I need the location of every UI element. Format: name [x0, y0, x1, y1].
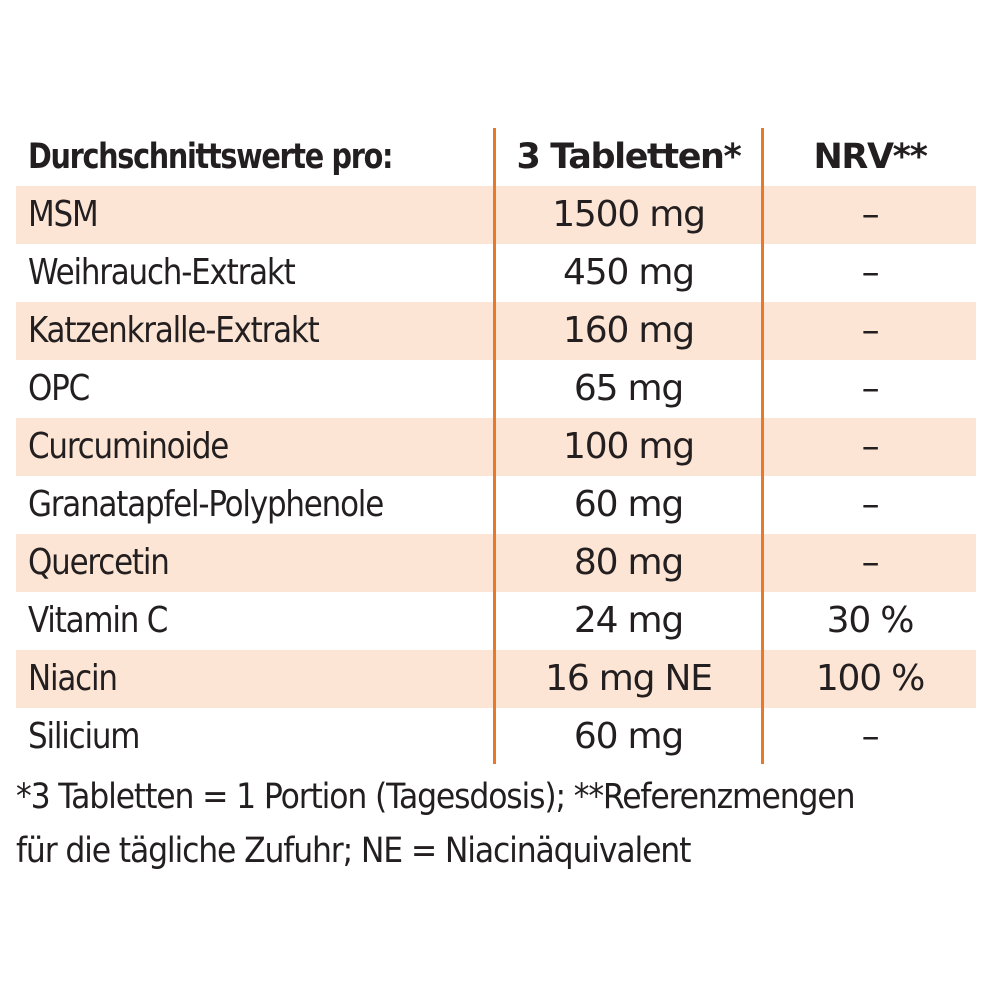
- table-row: Quercetin 80 mg –: [16, 534, 976, 592]
- row-nrv: –: [861, 310, 880, 351]
- footnote-line: *3 Tabletten = 1 Portion (Tagesdosis); *…: [16, 777, 856, 817]
- table-header-row: Durchschnittswerte pro: 3 Tabletten* NRV…: [16, 128, 976, 186]
- row-amount: 24 mg: [573, 600, 684, 641]
- row-nrv: 100 %: [815, 658, 926, 699]
- column-divider: [493, 128, 496, 764]
- row-nrv: –: [861, 194, 880, 235]
- row-nrv: –: [861, 716, 880, 757]
- row-name: Quercetin: [28, 542, 170, 583]
- header-amount: 3 Tabletten*: [516, 137, 742, 177]
- table-row: MSM 1500 mg –: [16, 186, 976, 244]
- header-name: Durchschnittswerte pro:: [28, 137, 394, 177]
- row-amount: 16 mg NE: [545, 658, 713, 699]
- row-nrv: –: [861, 368, 880, 409]
- table-row: Vitamin C 24 mg 30 %: [16, 592, 976, 650]
- row-amount: 80 mg: [573, 542, 684, 583]
- row-name: Vitamin C: [28, 600, 168, 641]
- row-nrv: 30 %: [826, 600, 915, 641]
- row-name: MSM: [28, 194, 99, 235]
- row-nrv: –: [861, 252, 880, 293]
- row-name: Niacin: [28, 658, 118, 699]
- nutrition-table: Durchschnittswerte pro: 3 Tabletten* NRV…: [16, 128, 976, 766]
- row-amount: 160 mg: [563, 310, 695, 351]
- row-name: Silicium: [28, 716, 140, 757]
- row-amount: 100 mg: [563, 426, 695, 467]
- footnote: *3 Tabletten = 1 Portion (Tagesdosis); *…: [16, 770, 889, 878]
- row-nrv: –: [861, 484, 880, 525]
- footnote-line: für die tägliche Zufuhr; NE = Niacinäqui…: [16, 831, 691, 871]
- row-name: Granatapfel-Polyphenole: [28, 484, 384, 525]
- row-name: OPC: [28, 368, 90, 409]
- row-name: Curcuminoide: [28, 426, 229, 467]
- row-nrv: –: [861, 542, 880, 583]
- row-amount: 1500 mg: [552, 194, 706, 235]
- row-nrv: –: [861, 426, 880, 467]
- row-amount: 60 mg: [573, 716, 684, 757]
- table-row: Silicium 60 mg –: [16, 708, 976, 766]
- table-row: Weihrauch-Extrakt 450 mg –: [16, 244, 976, 302]
- table-row: Curcuminoide 100 mg –: [16, 418, 976, 476]
- table-row: Granatapfel-Polyphenole 60 mg –: [16, 476, 976, 534]
- column-divider: [761, 128, 764, 764]
- row-name: Katzenkralle-Extrakt: [28, 310, 320, 351]
- table-row: OPC 65 mg –: [16, 360, 976, 418]
- header-nrv: NRV**: [813, 137, 928, 177]
- row-name: Weihrauch-Extrakt: [28, 252, 296, 293]
- row-amount: 60 mg: [573, 484, 684, 525]
- row-amount: 65 mg: [573, 368, 684, 409]
- table-row: Katzenkralle-Extrakt 160 mg –: [16, 302, 976, 360]
- row-amount: 450 mg: [563, 252, 695, 293]
- table-row: Niacin 16 mg NE 100 %: [16, 650, 976, 708]
